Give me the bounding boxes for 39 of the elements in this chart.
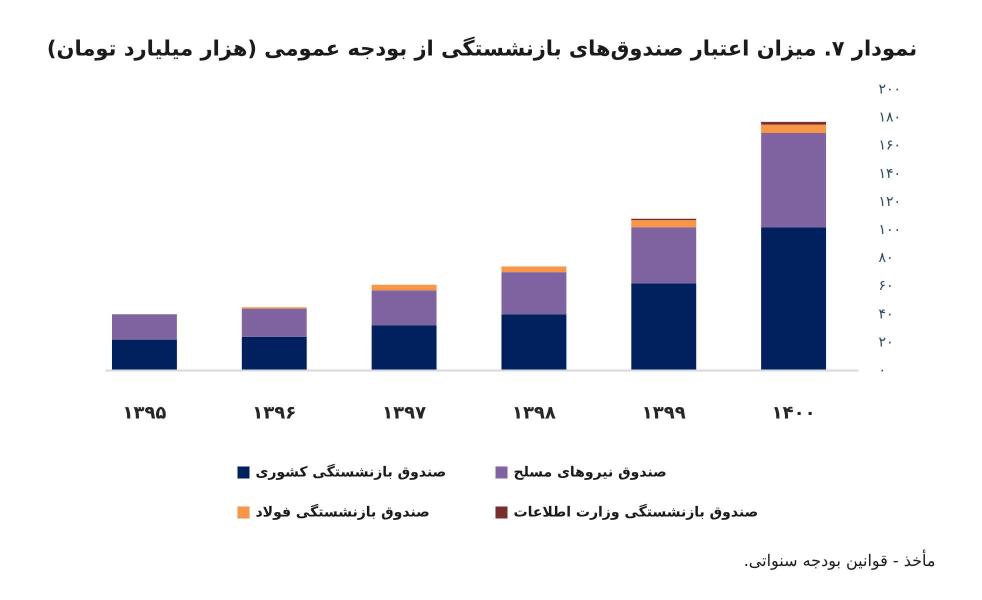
bar xyxy=(761,133,826,228)
bar xyxy=(501,314,566,370)
legend-label: صندوق بازنشستگی وزارت اطلاعات xyxy=(514,504,758,520)
y-tick-label: ۸۰ xyxy=(878,250,894,266)
y-tick-label: ۲۰۰ xyxy=(878,82,902,98)
bar xyxy=(761,124,826,134)
bar xyxy=(501,272,566,314)
y-tick-label: ۱۸۰ xyxy=(878,110,902,126)
y-tick-label: ۱۴۰ xyxy=(878,166,902,182)
bar xyxy=(372,326,437,370)
bar xyxy=(631,283,696,370)
bar xyxy=(112,340,177,370)
x-tick-label: ۱۴۰۰ xyxy=(772,402,816,424)
bar xyxy=(501,266,566,272)
y-tick-label: ۱۰۰ xyxy=(878,222,902,238)
bar xyxy=(631,220,696,228)
x-tick-label: ۱۳۹۸ xyxy=(512,402,556,424)
x-tick-label: ۱۳۹۶ xyxy=(252,402,296,424)
bar xyxy=(372,284,437,290)
y-tick-label: ۰ xyxy=(878,362,886,378)
bar xyxy=(631,227,696,284)
legend-label: صندوق نیروهای مسلح xyxy=(514,464,667,480)
x-tick-label: ۱۳۹۹ xyxy=(642,402,686,424)
bar xyxy=(112,314,177,340)
legend-label: صندوق بازنشستگی کشوری xyxy=(256,464,446,480)
y-tick-label: ۴۰ xyxy=(878,306,894,322)
bar xyxy=(372,290,437,326)
bar xyxy=(242,308,307,337)
bar xyxy=(242,336,307,370)
legend-label: صندوق بازنشستگی فولاد xyxy=(256,504,430,520)
chart-title: نمودار ۷. میزان اعتبار صندوق‌های بازنشستگی از بودجه عمومی (هزار میلیارد تومان) xyxy=(46,36,918,62)
y-tick-label: ۱۶۰ xyxy=(878,138,902,154)
y-tick-label: ۶۰ xyxy=(878,278,894,294)
text: مأخذ - قوانین بودجه سنواتی. xyxy=(744,549,936,570)
x-tick-label: ۱۳۹۵ xyxy=(122,402,166,424)
y-tick-label: ۲۰ xyxy=(878,334,894,350)
y-tick-label: ۱۲۰ xyxy=(878,194,902,210)
bar xyxy=(761,227,826,370)
x-tick-label: ۱۳۹۷ xyxy=(382,402,426,424)
